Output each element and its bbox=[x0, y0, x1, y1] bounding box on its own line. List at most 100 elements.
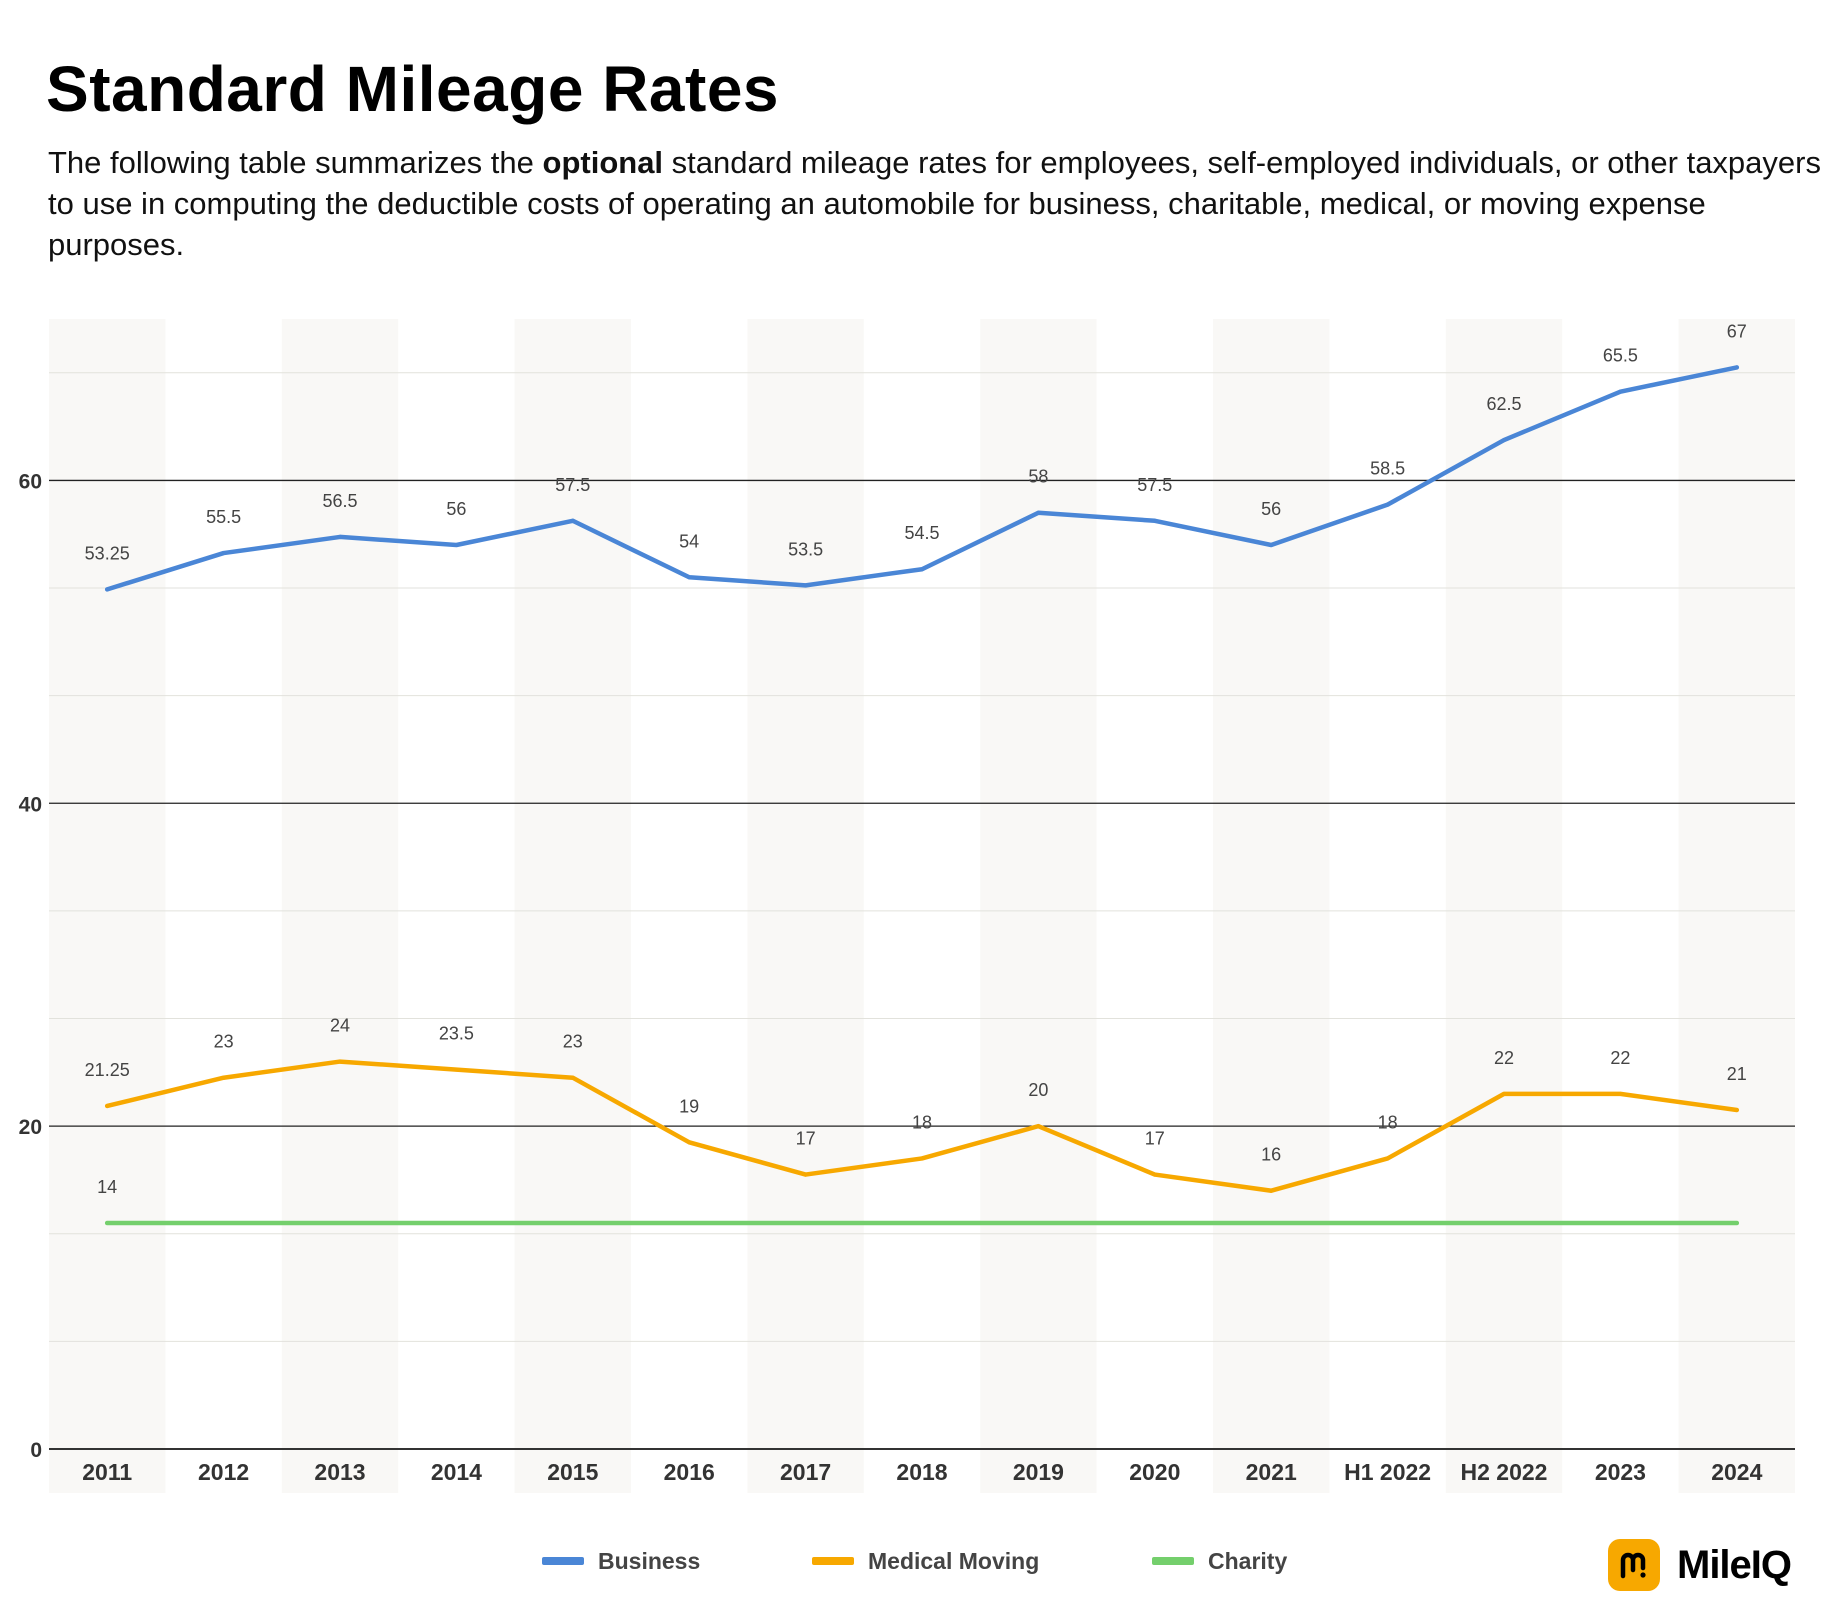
data-label: 21 bbox=[1727, 1064, 1747, 1084]
x-tick-label: 2015 bbox=[547, 1459, 598, 1485]
data-label: 57.5 bbox=[1137, 475, 1172, 495]
data-point bbox=[1502, 438, 1506, 443]
data-label: 53.5 bbox=[788, 539, 823, 559]
data-label: 65.5 bbox=[1603, 346, 1638, 366]
column-band bbox=[1213, 319, 1330, 1493]
column-band bbox=[1678, 319, 1795, 1493]
data-point bbox=[570, 518, 575, 523]
column-band bbox=[980, 319, 1097, 1493]
data-point bbox=[1502, 1221, 1506, 1225]
data-label: 57.5 bbox=[555, 475, 590, 495]
data-point bbox=[1036, 510, 1041, 515]
data-point bbox=[221, 1221, 226, 1225]
data-point bbox=[1036, 1124, 1041, 1129]
column-band bbox=[747, 319, 864, 1493]
data-point bbox=[920, 1156, 924, 1161]
legend-label: Business bbox=[598, 1547, 701, 1574]
data-point bbox=[920, 1221, 924, 1225]
data-point bbox=[687, 1140, 692, 1145]
column-band bbox=[49, 319, 166, 1493]
data-point bbox=[338, 1059, 342, 1064]
legend-swatch-charity bbox=[1152, 1557, 1194, 1565]
legend-label: Charity bbox=[1208, 1547, 1288, 1574]
data-point bbox=[1269, 1221, 1274, 1225]
data-label: 54 bbox=[679, 531, 699, 551]
data-point bbox=[1734, 1108, 1739, 1112]
description: The following table summarizes the optio… bbox=[48, 142, 1830, 265]
x-tick-label: 2012 bbox=[198, 1459, 249, 1485]
data-label: 53.25 bbox=[85, 543, 130, 563]
data-point bbox=[1734, 365, 1739, 370]
x-tick-label: 2017 bbox=[780, 1459, 831, 1485]
legend-item-business: Business bbox=[542, 1546, 700, 1576]
column-band bbox=[1445, 319, 1563, 1493]
data-point bbox=[803, 1172, 808, 1177]
data-label: 23 bbox=[563, 1032, 583, 1052]
data-point bbox=[1618, 389, 1623, 394]
data-label: 22 bbox=[1610, 1048, 1630, 1068]
data-label: 17 bbox=[1145, 1129, 1165, 1149]
data-point bbox=[1152, 518, 1157, 523]
data-point bbox=[105, 1103, 110, 1108]
description-text: The following table summarizes the bbox=[48, 145, 543, 180]
data-label: 54.5 bbox=[904, 523, 939, 543]
data-label: 23 bbox=[214, 1032, 234, 1052]
data-label: 14 bbox=[97, 1177, 117, 1197]
logo-text: MileIQ bbox=[1677, 1542, 1792, 1587]
data-label: 56 bbox=[1261, 499, 1281, 519]
description-text-rest: standard mileage rates for employees, se… bbox=[48, 145, 1821, 262]
data-point bbox=[1269, 543, 1274, 547]
x-tick-label: 2013 bbox=[314, 1459, 365, 1485]
data-label: 16 bbox=[1261, 1145, 1281, 1165]
x-tick-label: 2020 bbox=[1129, 1459, 1180, 1485]
x-tick-label: H1 2022 bbox=[1344, 1459, 1431, 1485]
legend-swatch-medical-moving bbox=[812, 1557, 854, 1565]
page-title: Standard Mileage Rates bbox=[46, 53, 779, 125]
data-point bbox=[1385, 502, 1390, 507]
data-label: 19 bbox=[679, 1096, 699, 1116]
legend-swatch-business bbox=[542, 1557, 584, 1565]
mileiq-m-icon bbox=[1608, 1539, 1660, 1591]
data-label: 67 bbox=[1727, 321, 1747, 341]
x-tick-label: 2014 bbox=[431, 1459, 482, 1485]
data-label: 23.5 bbox=[439, 1024, 474, 1044]
data-point bbox=[454, 1067, 459, 1072]
data-point bbox=[687, 1221, 692, 1225]
data-point bbox=[1385, 1156, 1390, 1161]
data-label: 55.5 bbox=[206, 507, 241, 527]
x-tick-label: 2018 bbox=[896, 1459, 947, 1485]
data-point bbox=[221, 551, 226, 556]
data-point bbox=[1618, 1091, 1623, 1096]
data-point bbox=[454, 543, 459, 547]
data-label: 20 bbox=[1028, 1080, 1048, 1100]
x-tick-label: 2021 bbox=[1246, 1459, 1297, 1485]
data-point bbox=[687, 575, 692, 580]
legend-item-charity: Charity bbox=[1152, 1546, 1287, 1576]
data-label: 17 bbox=[796, 1129, 816, 1149]
column-band bbox=[514, 319, 631, 1493]
x-tick-label: 2011 bbox=[82, 1459, 132, 1485]
x-tick-label: 2024 bbox=[1711, 1459, 1762, 1485]
data-point bbox=[803, 583, 808, 588]
data-point bbox=[105, 587, 110, 592]
data-point bbox=[1152, 1172, 1157, 1177]
data-label: 62.5 bbox=[1486, 394, 1521, 414]
data-label: 56 bbox=[446, 499, 466, 519]
data-label: 18 bbox=[912, 1112, 932, 1132]
data-point bbox=[1618, 1221, 1623, 1225]
column-band bbox=[281, 319, 399, 1493]
data-label: 21.25 bbox=[85, 1060, 130, 1080]
data-point bbox=[570, 1221, 575, 1225]
description-bold: optional bbox=[542, 145, 664, 180]
legend-label: Medical Moving bbox=[868, 1547, 1040, 1574]
y-tick-label: 0 bbox=[30, 1439, 42, 1462]
mileiq-logo: MileIQ bbox=[1608, 1539, 1792, 1591]
data-point bbox=[570, 1075, 575, 1080]
x-tick-label: 2019 bbox=[1013, 1459, 1064, 1485]
data-label: 56.5 bbox=[322, 491, 357, 511]
data-label: 58 bbox=[1028, 467, 1048, 487]
data-point bbox=[1385, 1221, 1390, 1225]
y-tick-label: 60 bbox=[19, 470, 42, 493]
x-tick-label: 2023 bbox=[1595, 1459, 1646, 1485]
